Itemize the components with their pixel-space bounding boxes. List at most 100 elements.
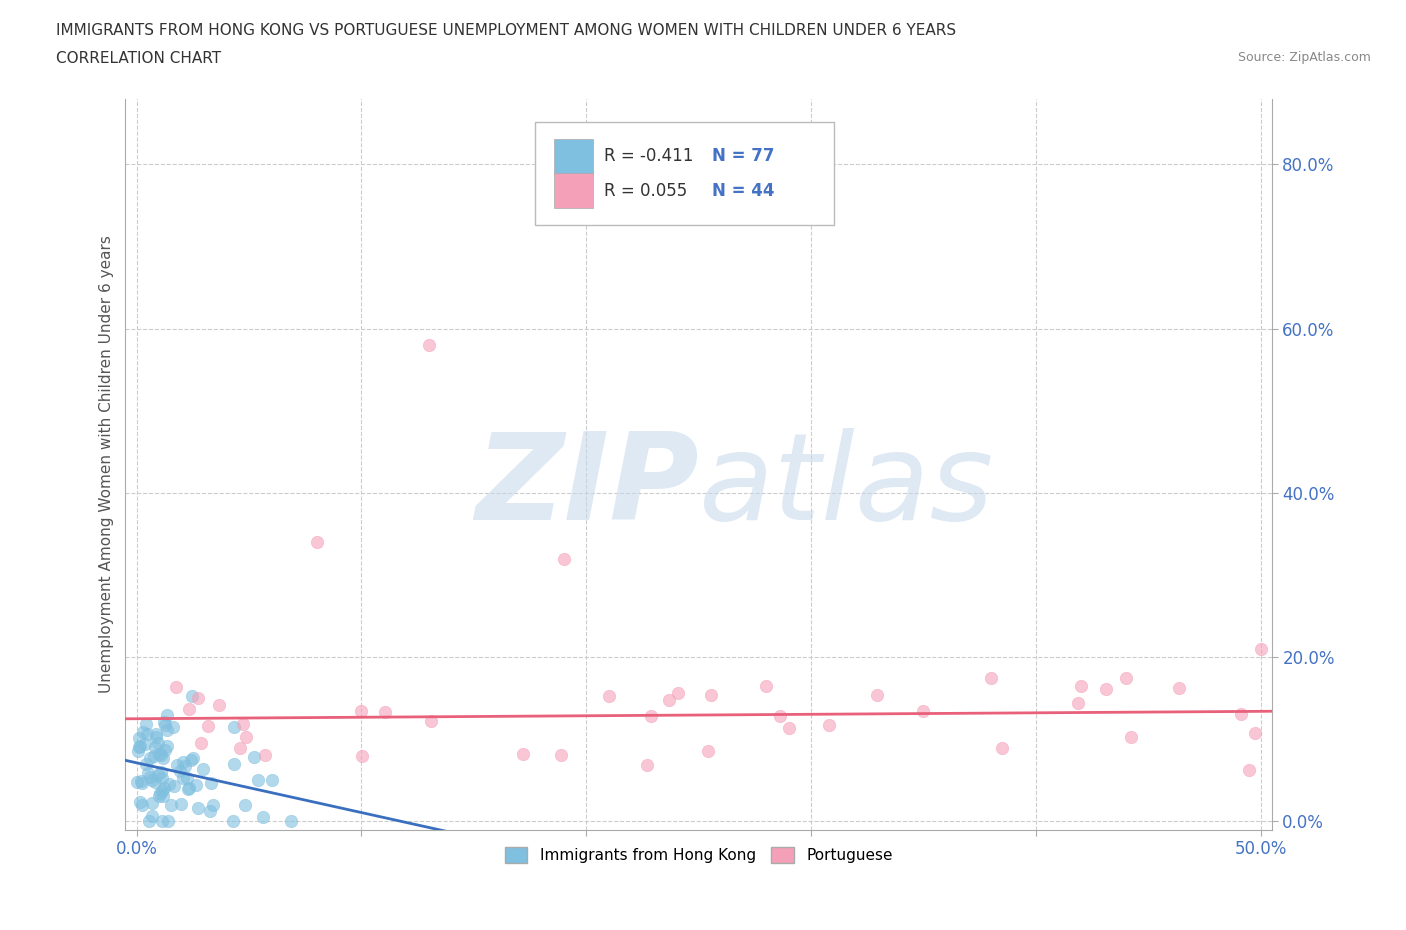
Point: [156, 814, 179, 829]
Point: [420, 713, 443, 728]
Point: [131, 797, 153, 812]
Point: [135, 756, 157, 771]
FancyBboxPatch shape: [554, 173, 593, 208]
Point: [1115, 671, 1137, 685]
Point: [221, 813, 243, 828]
Point: [374, 705, 396, 720]
Point: [247, 773, 270, 788]
Point: [145, 730, 167, 745]
Point: [636, 758, 658, 773]
Point: [148, 736, 170, 751]
Point: [1229, 707, 1251, 722]
Point: [153, 718, 176, 733]
Point: [135, 717, 157, 732]
Point: [350, 749, 373, 764]
Point: [512, 747, 534, 762]
FancyBboxPatch shape: [534, 122, 834, 225]
Point: [148, 789, 170, 804]
Point: [148, 747, 170, 762]
Point: [169, 764, 191, 778]
Text: Source: ZipAtlas.com: Source: ZipAtlas.com: [1237, 51, 1371, 64]
Point: [350, 703, 373, 718]
Point: [228, 740, 250, 755]
Point: [128, 739, 150, 754]
Point: [769, 709, 792, 724]
Point: [139, 751, 162, 765]
Point: [1237, 763, 1260, 777]
Text: CORRELATION CHART: CORRELATION CHART: [56, 51, 221, 66]
Point: [912, 703, 935, 718]
Point: [1067, 696, 1090, 711]
Point: [1070, 679, 1092, 694]
Point: [150, 783, 173, 798]
Point: [235, 730, 257, 745]
Point: [191, 761, 214, 776]
Point: [174, 758, 197, 773]
Point: [980, 671, 1002, 685]
Point: [550, 748, 572, 763]
Point: [200, 776, 222, 790]
Point: [180, 752, 202, 767]
Point: [162, 719, 184, 734]
Point: [134, 737, 156, 751]
Text: atlas: atlas: [699, 428, 994, 545]
Point: [148, 768, 170, 783]
Point: [172, 754, 194, 769]
Point: [153, 742, 176, 757]
Point: [166, 758, 188, 773]
Point: [222, 719, 245, 734]
Legend: Immigrants from Hong Kong, Portuguese: Immigrants from Hong Kong, Portuguese: [499, 842, 898, 870]
Point: [232, 717, 254, 732]
Point: [755, 679, 778, 694]
Text: N = 77: N = 77: [713, 148, 775, 166]
Point: [172, 771, 194, 786]
Point: [136, 726, 159, 741]
Point: [128, 730, 150, 745]
Text: N = 44: N = 44: [713, 181, 775, 200]
Point: [136, 765, 159, 780]
Point: [150, 747, 173, 762]
Point: [1250, 642, 1272, 657]
Point: [696, 743, 718, 758]
Point: [138, 814, 160, 829]
Point: [128, 739, 150, 754]
Point: [145, 775, 167, 790]
Point: [253, 748, 276, 763]
Text: ZIP: ZIP: [475, 428, 699, 545]
Point: [202, 797, 225, 812]
Point: [252, 810, 274, 825]
Point: [131, 725, 153, 740]
Point: [866, 687, 889, 702]
Point: [200, 804, 222, 818]
Point: [165, 679, 187, 694]
FancyBboxPatch shape: [554, 139, 593, 174]
Y-axis label: Unemployment Among Women with Children Under 6 years: Unemployment Among Women with Children U…: [100, 235, 114, 693]
Point: [143, 740, 166, 755]
Point: [222, 756, 245, 771]
Point: [129, 774, 152, 789]
Point: [305, 535, 328, 550]
Text: R = -0.411: R = -0.411: [603, 148, 693, 166]
Point: [418, 338, 440, 352]
Point: [177, 781, 200, 796]
Point: [1244, 726, 1267, 741]
Point: [668, 686, 690, 701]
Point: [181, 751, 204, 765]
Point: [180, 688, 202, 703]
Point: [160, 798, 183, 813]
Point: [139, 770, 162, 785]
Point: [170, 796, 193, 811]
Point: [152, 714, 174, 729]
Point: [177, 780, 200, 795]
Point: [190, 736, 212, 751]
Point: [125, 774, 148, 789]
Point: [553, 551, 575, 566]
Text: R = 0.055: R = 0.055: [603, 181, 686, 200]
Point: [152, 751, 174, 765]
Point: [163, 779, 186, 794]
Point: [153, 780, 176, 795]
Point: [208, 698, 231, 712]
Text: IMMIGRANTS FROM HONG KONG VS PORTUGUESE UNEMPLOYMENT AMONG WOMEN WITH CHILDREN U: IMMIGRANTS FROM HONG KONG VS PORTUGUESE …: [56, 23, 956, 38]
Point: [233, 797, 256, 812]
Point: [127, 744, 149, 759]
